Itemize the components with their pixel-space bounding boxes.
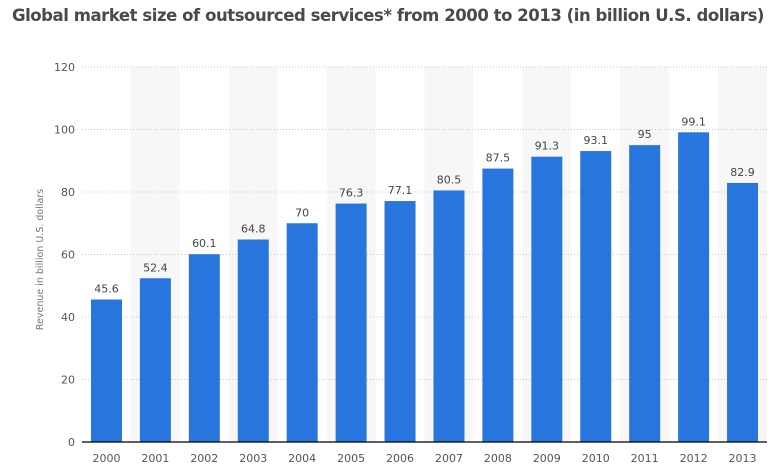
bar-2010 <box>580 151 612 442</box>
y-tick-label: 120 <box>54 61 75 74</box>
y-axis-label: Revenue in billion U.S. dollars <box>35 189 46 330</box>
data-label: 77.1 <box>388 184 413 197</box>
bars <box>90 132 759 442</box>
bar-2008 <box>482 168 514 442</box>
x-tick-label: 2011 <box>631 452 659 465</box>
x-tick-label: 2012 <box>680 452 708 465</box>
data-label: 95 <box>638 128 652 141</box>
y-axis-ticks: 0 20 40 60 80 100 120 <box>54 61 75 449</box>
x-tick-label: 2007 <box>435 452 463 465</box>
bar-2005 <box>335 203 367 442</box>
y-tick-label: 20 <box>61 374 75 387</box>
chart-title: Global market size of outsourced service… <box>12 6 765 25</box>
y-tick-label: 80 <box>61 186 75 199</box>
x-tick-label: 2010 <box>582 452 610 465</box>
data-label: 45.6 <box>94 283 119 296</box>
x-axis-ticks: 2000 2001 2002 2003 2004 2005 2006 2007 2008 2009… <box>92 452 756 465</box>
bar-2001 <box>139 278 171 442</box>
bar-2011 <box>629 145 661 442</box>
data-label: 93.1 <box>584 134 609 147</box>
bar-2004 <box>286 223 318 442</box>
x-tick-label: 2000 <box>92 452 120 465</box>
x-tick-label: 2001 <box>141 452 169 465</box>
y-tick-label: 100 <box>54 124 75 137</box>
x-tick-label: 2013 <box>729 452 757 465</box>
data-label: 82.9 <box>730 166 755 179</box>
x-tick-label: 2003 <box>239 452 267 465</box>
x-tick-label: 2008 <box>484 452 512 465</box>
x-tick-label: 2006 <box>386 452 414 465</box>
x-tick-label: 2005 <box>337 452 365 465</box>
data-label: 52.4 <box>143 261 168 274</box>
bar-2003 <box>237 239 269 442</box>
bar-2009 <box>531 156 563 442</box>
data-label: 76.3 <box>339 187 364 200</box>
data-label: 70 <box>295 206 309 219</box>
y-tick-label: 60 <box>61 249 75 262</box>
data-label: 91.3 <box>535 140 560 153</box>
bar-2007 <box>433 190 465 442</box>
x-tick-label: 2002 <box>190 452 218 465</box>
y-tick-label: 0 <box>68 436 75 449</box>
x-tick-label: 2009 <box>533 452 561 465</box>
data-label: 80.5 <box>437 173 462 186</box>
data-label: 87.5 <box>486 152 511 165</box>
data-labels: 45.6 52.4 60.1 64.8 70 76.3 77.1 80.5 87.5 91.3 93… <box>94 115 755 295</box>
bar-2006 <box>384 201 416 442</box>
bar-2000 <box>90 299 122 442</box>
x-tick-label: 2004 <box>288 452 316 465</box>
data-label: 60.1 <box>192 237 217 250</box>
bar-2012 <box>678 132 710 442</box>
data-label: 99.1 <box>681 115 706 128</box>
data-label: 64.8 <box>241 223 266 236</box>
bar-2013 <box>727 182 759 442</box>
bar-2002 <box>188 254 220 442</box>
y-tick-label: 40 <box>61 311 75 324</box>
